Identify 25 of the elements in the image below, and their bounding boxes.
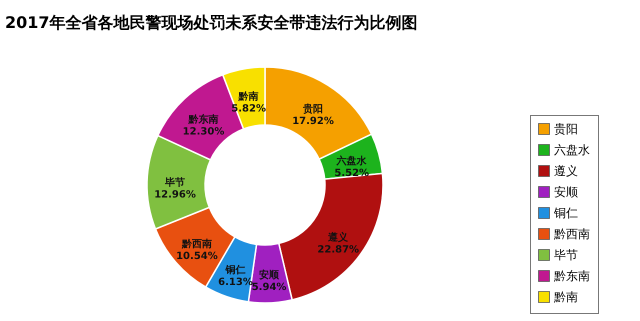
legend-label: 遵义 xyxy=(554,164,578,178)
slice-label: 黔南 xyxy=(238,90,259,102)
legend-label: 黔东南 xyxy=(553,269,590,283)
slice-label: 遵义 xyxy=(327,231,350,244)
slice-label: 安顺 xyxy=(259,268,280,281)
legend-label: 安顺 xyxy=(554,185,578,199)
slice-label: 贵阳 xyxy=(302,102,324,115)
slice-label: 六盘水 xyxy=(336,154,368,167)
data-label: 12.30% xyxy=(182,126,224,138)
slice-label: 黔东南 xyxy=(188,113,219,126)
legend-label: 黔南 xyxy=(553,290,578,304)
legend-label: 黔西南 xyxy=(553,227,590,241)
legend-label: 贵阳 xyxy=(554,122,578,136)
data-label: 17.92% xyxy=(292,116,334,127)
slice-label: 黔西南 xyxy=(180,238,212,250)
data-label: 12.96% xyxy=(154,190,196,201)
data-label: 5.94% xyxy=(252,282,286,293)
slice-label: 铜仁 xyxy=(224,264,246,276)
slice-label: 毕节 xyxy=(164,176,186,189)
data-label: 22.87% xyxy=(317,244,360,256)
data-label: 10.54% xyxy=(176,250,218,262)
legend-label: 毕节 xyxy=(554,248,578,262)
legend-label: 六盘水 xyxy=(554,143,590,157)
chart-title: 2017年全省各地民警现场处罚未系安全带违法行为比例图 xyxy=(5,13,418,32)
legend-label: 铜仁 xyxy=(553,206,578,220)
